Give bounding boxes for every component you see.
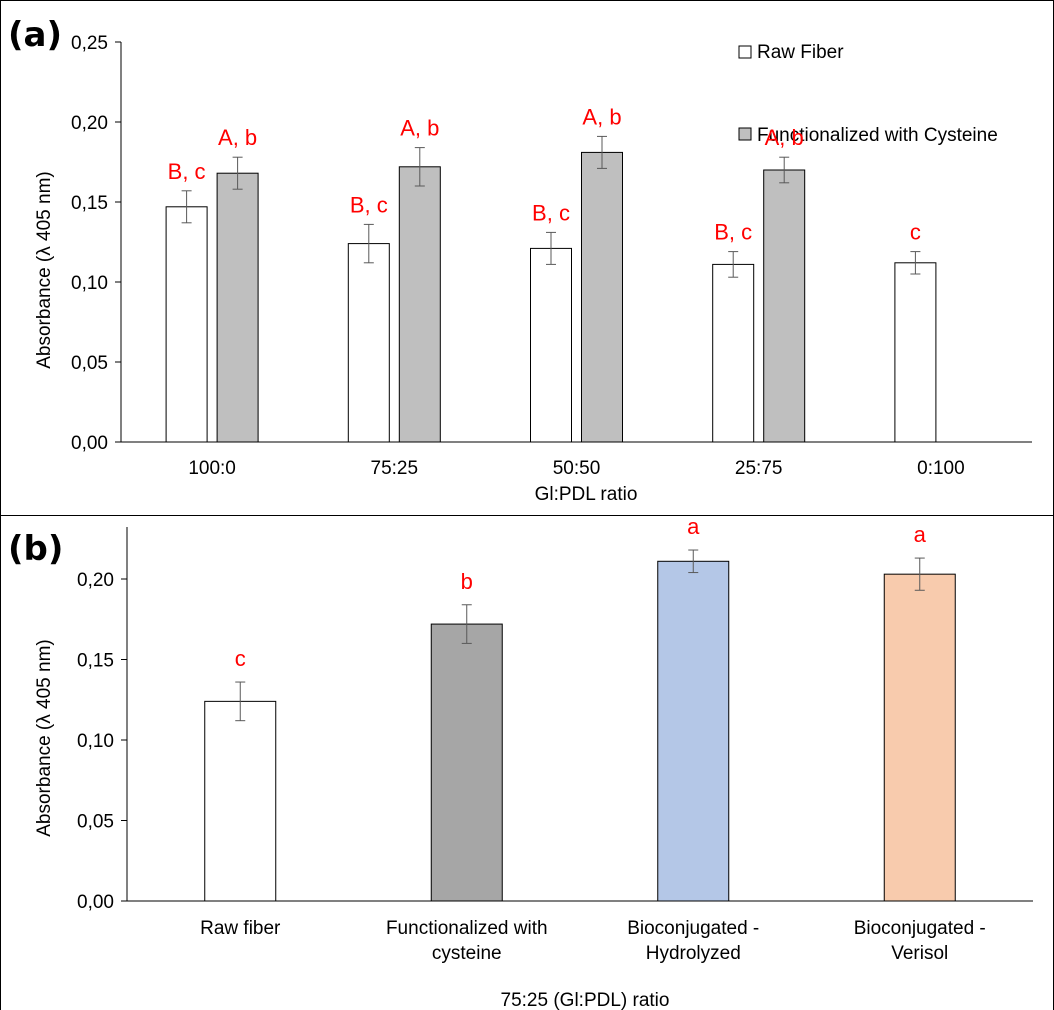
significance-label: B, c (532, 200, 570, 225)
significance-label: A, b (218, 125, 257, 150)
bar-raw-fiber-25-75 (712, 263, 755, 443)
panel-b-x-ticks: Raw fiber Functionalized with cysteine Bioc… (200, 918, 986, 964)
x-tick-label: 0:100 (917, 458, 965, 479)
legend-swatch-raw-fiber (738, 45, 752, 59)
significance-label: a (914, 522, 927, 547)
significance-label: A, b (765, 125, 804, 150)
legend-swatch-functionalized (738, 127, 752, 141)
bar-functionalized-100-0 (216, 172, 259, 443)
significance-label: c (235, 646, 246, 671)
bar-raw-fiber-50-50 (530, 247, 572, 443)
x-tick-label: Raw fiber (200, 918, 281, 939)
y-tick-label: 0,15 (71, 193, 108, 214)
significance-label: B, c (714, 220, 752, 245)
x-tick-label: Bioconjugated -Hydrolyzed (627, 918, 759, 964)
bar-raw-fiber-75-25 (347, 243, 390, 443)
error-bar (363, 223, 374, 264)
panel-a-x-ticks: 100:0 75:25 50:50 25:75 0:100 (188, 458, 964, 479)
significance-label: A, b (582, 104, 621, 129)
y-tick-label: 0,05 (71, 353, 108, 374)
y-tick-label: 0,15 (77, 651, 114, 672)
legend-label-raw-fiber: Raw Fiber (757, 42, 844, 63)
bar-raw-fiber-100-0 (165, 206, 208, 443)
y-tick-label: 0,05 (77, 812, 114, 833)
error-bar (728, 251, 739, 278)
panel-b-x-axis-title: 75:25 (Gl:PDL) ratio (501, 990, 670, 1010)
significance-label: a (687, 514, 700, 539)
error-bar (232, 156, 243, 190)
bar-bioconjugated-hydrolyzed (657, 560, 730, 902)
panel-b-y-ticks: 0,00 0,05 0,10 0,15 0,20 (77, 570, 127, 913)
y-tick-label: 0,20 (71, 113, 108, 134)
significance-label: b (461, 569, 473, 594)
y-tick-label: 0,00 (71, 433, 108, 454)
significance-label: c (910, 220, 921, 245)
error-bar (914, 557, 925, 591)
y-tick-label: 0,10 (77, 731, 114, 752)
y-tick-label: 0,00 (77, 892, 114, 913)
bar-functionalized-25-75 (763, 169, 806, 443)
panel-a-label: (a) (8, 15, 62, 55)
bar-raw-fiber (204, 700, 277, 902)
panel-b-label: (b) (8, 529, 63, 569)
panel-a-x-axis-title: Gl:PDL ratio (535, 484, 638, 505)
panel-a-chart: (a) Absorbance (λ 405 nm) Gl:PDL ratio R… (0, 0, 1054, 516)
significance-label: B, c (168, 159, 206, 184)
error-bar (910, 251, 921, 275)
x-tick-label: Bioconjugated -Verisol (854, 918, 986, 964)
panel-a-bars: B, c A, b B, c A, b B, c A, b B, c A, b c (165, 104, 937, 443)
y-tick-label: 0,10 (71, 273, 108, 294)
x-tick-label: 75:25 (371, 458, 419, 479)
x-tick-label: 50:50 (553, 458, 601, 479)
error-bar (597, 135, 607, 169)
y-tick-label: 0,20 (77, 570, 114, 591)
error-bar (414, 147, 425, 187)
x-tick-label: Functionalized with cysteine (386, 918, 548, 964)
error-bar (461, 604, 472, 644)
error-bar (235, 681, 246, 722)
panel-b-bars: c b a a (204, 514, 956, 902)
significance-label: A, b (400, 116, 439, 141)
bar-bioconjugated-verisol (883, 573, 956, 902)
panel-a-y-axis-title: Absorbance (λ 405 nm) (34, 171, 55, 369)
error-bar (779, 156, 790, 184)
error-bar (688, 549, 699, 574)
panel-a-y-ticks: 0,00 0,05 0,10 0,15 0,20 0,25 (71, 33, 121, 454)
bar-functionalized-75-25 (398, 166, 441, 443)
bar-raw-fiber-0-100 (894, 262, 937, 443)
legend-label-functionalized: Functionalized with Cysteine (757, 125, 998, 146)
error-bar (546, 231, 556, 265)
panel-a-legend: Raw Fiber Functionalized with Cysteine (738, 42, 998, 146)
bar-functionalized-with-cysteine (430, 623, 503, 902)
y-tick-label: 0,25 (71, 33, 108, 54)
significance-label: B, c (350, 192, 388, 217)
error-bar (181, 190, 192, 224)
panel-b-y-axis-title: Absorbance (λ 405 nm) (34, 639, 55, 837)
bar-functionalized-50-50 (581, 151, 623, 443)
x-tick-label: 100:0 (188, 458, 236, 479)
x-tick-label: 25:75 (735, 458, 783, 479)
